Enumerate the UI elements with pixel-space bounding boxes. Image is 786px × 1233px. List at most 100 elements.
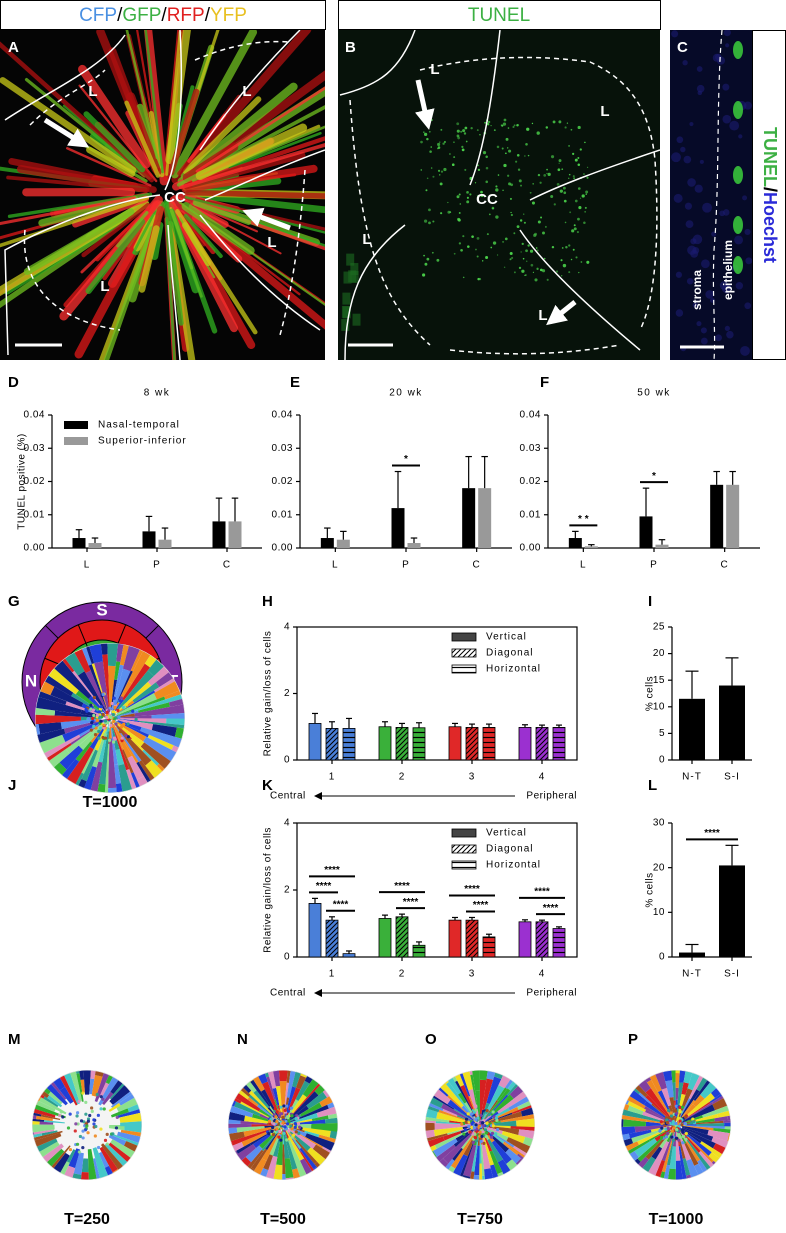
clone-wedge <box>497 1172 504 1177</box>
clone-wedge <box>678 1146 687 1180</box>
clone-wedge <box>253 1158 267 1175</box>
tunel-dot <box>574 199 578 203</box>
nucleus <box>738 134 743 139</box>
clone-wedge <box>687 1136 714 1163</box>
clone-wedge <box>700 1141 723 1159</box>
bar <box>325 919 339 958</box>
header-part: GFP <box>122 5 161 26</box>
clone-wedge <box>505 1079 514 1089</box>
clone-wedge <box>66 1149 76 1163</box>
clone-wedge <box>295 1080 310 1101</box>
tunel-dot <box>456 122 460 126</box>
cell <box>90 1106 94 1110</box>
clone-wedge <box>282 1174 286 1180</box>
tunel-dot <box>579 148 582 151</box>
clone-wedge <box>490 1094 514 1116</box>
y-tick-label: 0 <box>284 755 290 766</box>
nucleus <box>689 121 694 127</box>
streak <box>183 213 223 259</box>
cell <box>281 1115 285 1120</box>
tunel-dot <box>521 269 525 273</box>
streak <box>78 64 151 169</box>
clone-wedge <box>487 1138 504 1163</box>
clone-wedge <box>468 1089 480 1122</box>
cell <box>287 1129 291 1133</box>
clone-wedge <box>147 666 170 686</box>
nucleus <box>740 345 750 356</box>
clone-wedge <box>474 1145 480 1176</box>
tunel-dot <box>534 278 538 282</box>
clone-wedge <box>138 702 170 713</box>
x-tick-label: P <box>153 560 161 571</box>
cell <box>92 1118 96 1122</box>
tunel-dot <box>570 128 573 131</box>
clone-wedge <box>713 1128 731 1134</box>
y-tick-label: 0.00 <box>24 543 45 554</box>
clone-wedge <box>114 661 121 680</box>
clone-wedge <box>672 1082 676 1101</box>
tunel-dot <box>500 124 503 127</box>
clone-wedge <box>40 681 55 696</box>
cell <box>479 1137 483 1141</box>
clone-wedge <box>62 718 108 742</box>
clone-wedge <box>480 1084 505 1124</box>
clone-wedge <box>37 1096 42 1102</box>
cell <box>678 1105 682 1110</box>
tunel-dot <box>453 252 456 255</box>
x-tick-label: P <box>650 560 658 571</box>
significance-label: **** <box>543 903 559 914</box>
clone-wedge <box>648 1127 673 1142</box>
tunel-dot <box>551 245 555 249</box>
edge-glow <box>348 270 357 283</box>
significance-label: **** <box>464 884 480 895</box>
clone-wedge <box>35 707 56 716</box>
cell <box>94 726 98 730</box>
tunel-dot <box>568 173 571 176</box>
image-b <box>338 30 660 360</box>
clone-wedge <box>442 1133 473 1164</box>
clone-wedge <box>115 718 167 724</box>
bar <box>395 916 409 958</box>
clone-wedge <box>40 1114 61 1121</box>
tunel-dot <box>476 236 480 240</box>
tunel-dot <box>451 163 455 167</box>
tunel-dot <box>460 248 463 252</box>
clone-wedge <box>285 1177 294 1180</box>
clone-wedge <box>279 1081 287 1118</box>
cell <box>113 701 117 706</box>
cell <box>670 1117 675 1121</box>
tunel-dot <box>560 259 563 262</box>
tunel-dot <box>577 163 581 167</box>
bar <box>407 543 421 548</box>
tunel-dot <box>562 186 566 190</box>
streak <box>83 111 146 173</box>
streak <box>195 123 308 181</box>
clone-wedge <box>38 722 62 735</box>
tunel-dot <box>521 242 524 245</box>
image-label: L <box>100 278 109 295</box>
nucleus <box>686 277 694 285</box>
cell <box>73 1129 77 1133</box>
cell <box>485 1108 489 1113</box>
clone-wedge <box>32 1124 55 1133</box>
streak <box>116 211 149 248</box>
cell <box>98 715 102 719</box>
x-tick-label: S-I <box>724 969 740 980</box>
clone-wedge <box>33 1129 55 1135</box>
clone-wedge <box>273 1164 283 1180</box>
clone-wedge <box>51 1145 71 1169</box>
cell <box>481 1121 485 1125</box>
bar <box>412 944 426 958</box>
image-label: L <box>430 61 439 78</box>
clone-wedge <box>136 761 150 782</box>
header-part: TUNEL <box>760 127 780 187</box>
tunel-dot <box>508 149 512 153</box>
clone-wedge <box>284 1086 297 1118</box>
clone-wedge <box>712 1143 726 1155</box>
significance-label: * * <box>578 514 589 525</box>
clone-wedge <box>693 1079 711 1101</box>
cell <box>271 1133 276 1137</box>
panel-letter: E <box>290 374 300 391</box>
bar <box>342 953 356 958</box>
cell <box>473 1136 478 1140</box>
